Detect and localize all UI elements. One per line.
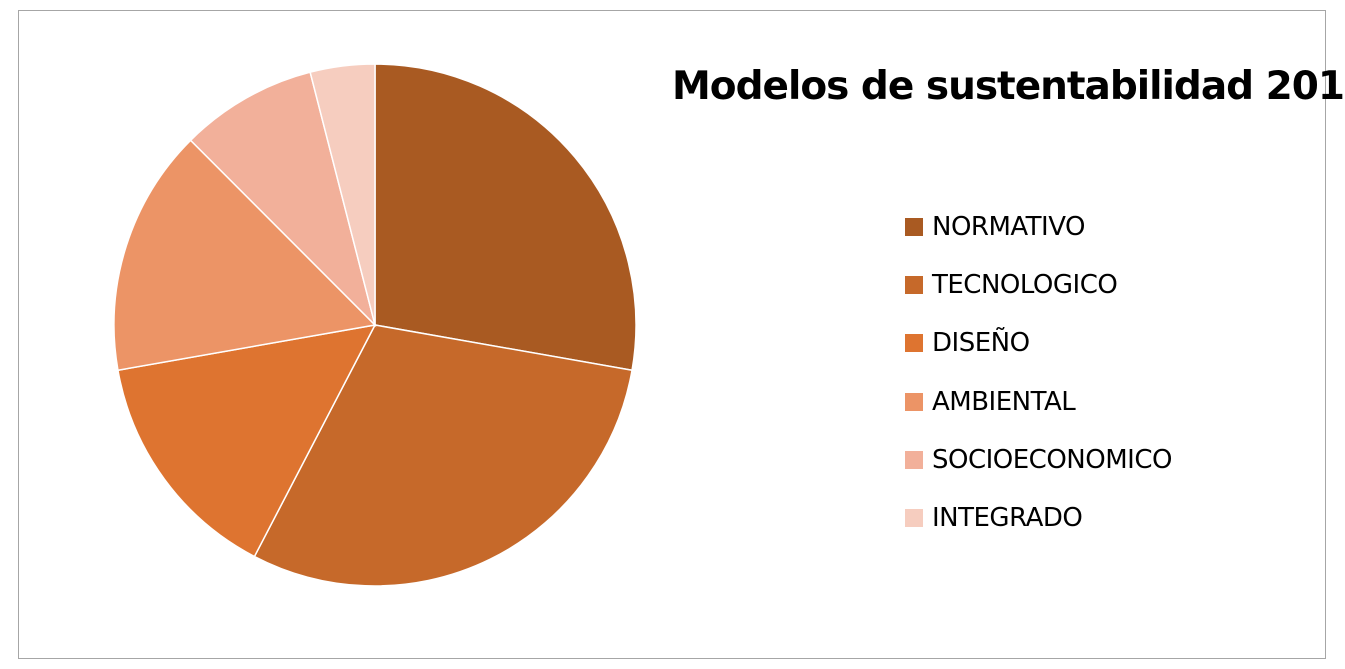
legend-swatch	[905, 450, 923, 469]
legend-item: AMBIENTAL	[905, 373, 1172, 431]
pie-slice-ambiental	[113, 139, 377, 372]
pie-slice-diseño	[117, 323, 377, 558]
legend-swatch	[905, 392, 923, 411]
legend-swatch	[905, 334, 923, 353]
legend-item: DISEÑO	[905, 314, 1172, 372]
pie-slice-normativo	[374, 63, 637, 372]
legend-label: TECNOLOGICO	[932, 270, 1118, 301]
legend-item: SOCIOECONOMICO	[905, 431, 1172, 489]
legend-item: TECNOLOGICO	[905, 256, 1172, 314]
legend-item: INTEGRADO	[905, 489, 1172, 547]
legend-item: NORMATIVO	[905, 198, 1172, 256]
legend-swatch	[905, 509, 923, 528]
legend: NORMATIVO TECNOLOGICO DISEÑO AMBIENTAL SOCIO…	[905, 198, 1172, 547]
pie-slice-integrado	[309, 63, 376, 326]
legend-swatch	[905, 276, 923, 295]
legend-label: INTEGRADO	[932, 503, 1083, 534]
legend-swatch	[905, 218, 923, 237]
chart-area	[18, 10, 1326, 659]
legend-label: SOCIOECONOMICO	[932, 444, 1172, 475]
legend-label: AMBIENTAL	[932, 386, 1076, 417]
pie-slice-socioeconomico	[189, 71, 377, 328]
pie-slice-tecnologico	[253, 324, 633, 587]
legend-label: DISEÑO	[932, 328, 1030, 359]
legend-label: NORMATIVO	[932, 212, 1086, 243]
chart-title: Modelos de sustentabilidad 2016	[672, 64, 1345, 109]
